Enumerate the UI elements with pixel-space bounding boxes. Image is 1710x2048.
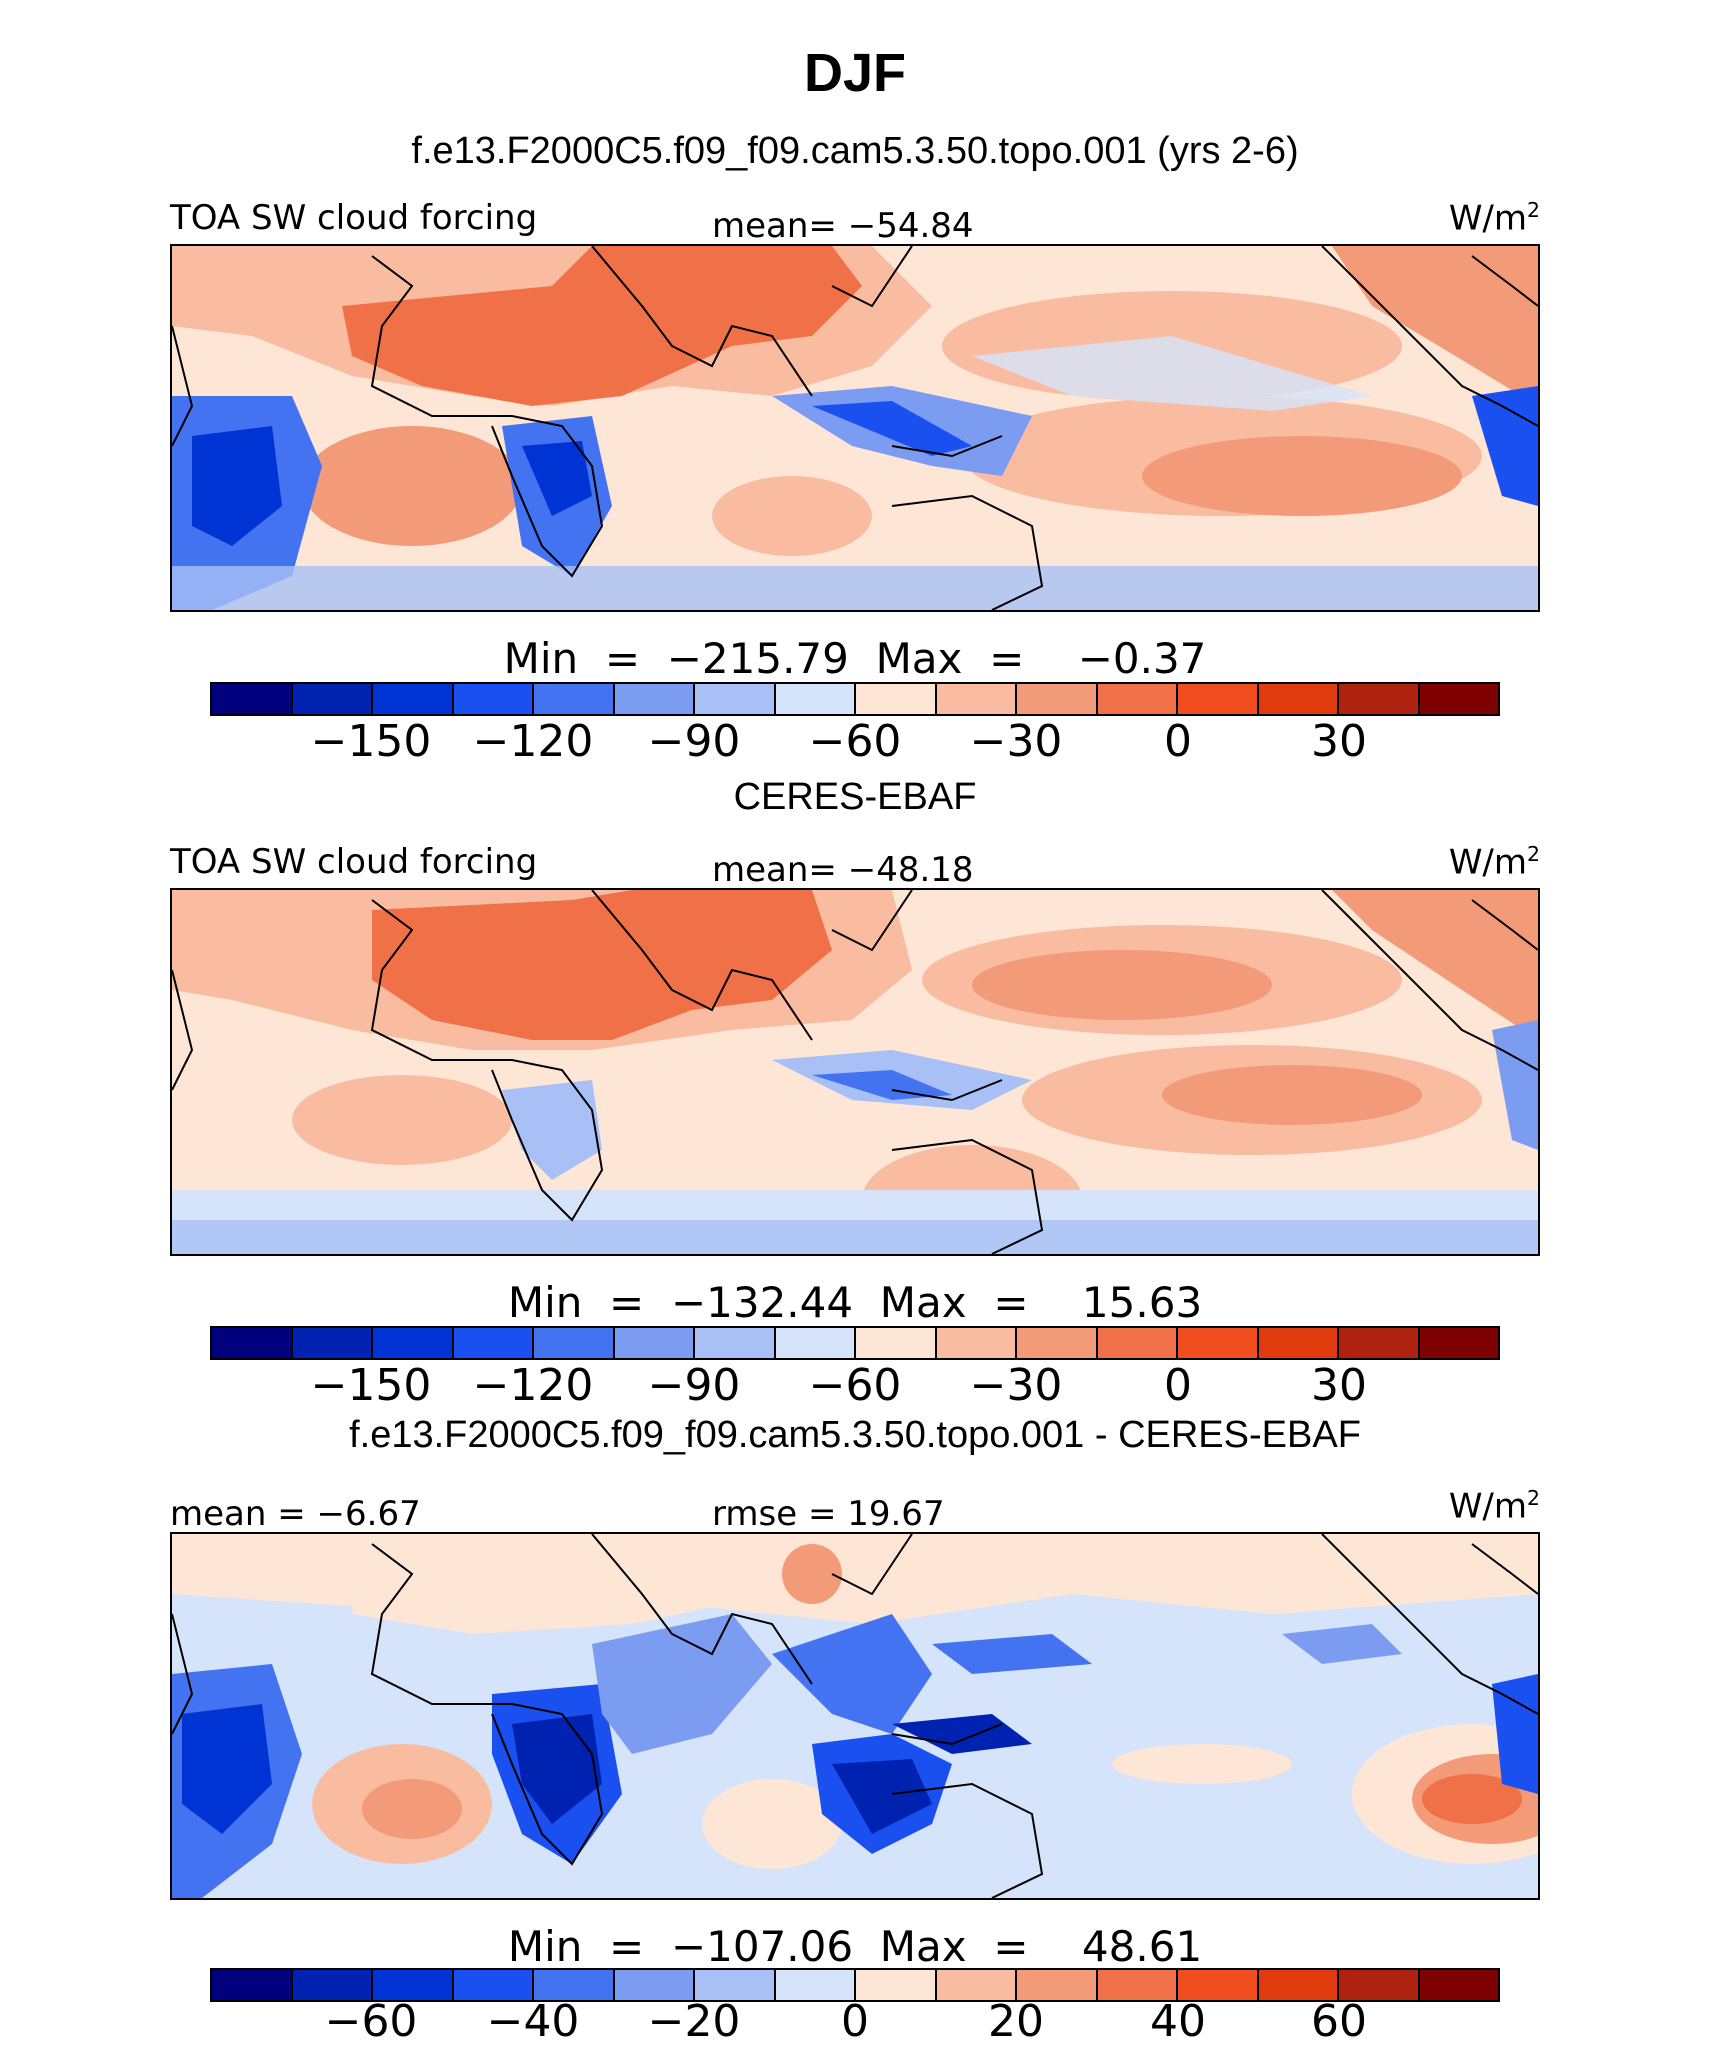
colorbar-cell [534,1970,615,2000]
panel-1-title: f.e13.F2000C5.f09_f09.cam5.3.50.topo.001… [411,130,1299,172]
colorbar-cell [1017,1970,1098,2000]
colorbar-cell [212,1328,293,1358]
panel-3-map [170,1532,1540,1900]
colorbar-cell [614,1328,695,1358]
colorbar-cell [292,684,373,714]
panel-2-colorbar [210,1326,1500,1360]
colorbar-cell [936,1328,1017,1358]
colorbar-cell [936,684,1017,714]
colorbar-cell [1339,1970,1420,2000]
colorbar-tick-label: −90 [647,716,741,767]
colorbar-cell [856,684,937,714]
panel-1-minmax: Min = −215.79 Max = −0.37 [503,634,1207,683]
colorbar-cell [534,1328,615,1358]
colorbar-tick-label: 0 [1164,716,1192,767]
colorbar-cell [775,1970,856,2000]
colorbar-tick-label: −120 [472,716,594,767]
colorbar-cell [695,1970,776,2000]
panel-2-variable-label: TOA SW cloud forcing [170,842,538,882]
colorbar-cell [1258,684,1339,714]
panel-1-mean-label: mean= −54.84 [712,206,974,246]
colorbar-tick-label: 0 [841,1996,869,2047]
panel-1-colorbar [210,682,1500,716]
colorbar-cell [614,1970,695,2000]
colorbar-tick-label: −20 [647,1996,741,2047]
colorbar-cell [292,1328,373,1358]
panel-3-rmse-label: rmse = 19.67 [712,1494,945,1534]
panel-3-mean-label: mean = −6.67 [170,1494,421,1534]
colorbar-cell [695,1328,776,1358]
colorbar-cell [856,1970,937,2000]
colorbar-tick-label: −150 [310,1360,432,1411]
colorbar-cell [453,1328,534,1358]
panel-2-units: W/m2 [1448,842,1540,883]
colorbar-cell [1419,684,1498,714]
panel-2-map-svg [172,890,1538,1254]
page-title: DJF [803,43,906,103]
colorbar-cell [1258,1328,1339,1358]
colorbar-cell [614,684,695,714]
colorbar-cell [453,684,534,714]
colorbar-cell [212,684,293,714]
colorbar-tick-label: 40 [1150,1996,1206,2047]
colorbar-tick-label: −30 [969,1360,1063,1411]
colorbar-cell [1178,684,1259,714]
colorbar-tick-label: −30 [969,716,1063,767]
panel-3-colorbar [210,1968,1500,2002]
panel-3-minmax: Min = −107.06 Max = 48.61 [507,1922,1203,1971]
colorbar-tick-label: 60 [1311,1996,1367,2047]
colorbar-cell [1339,1328,1420,1358]
colorbar-tick-label: −60 [808,716,902,767]
colorbar-cell [1097,1970,1178,2000]
colorbar-cell [453,1970,534,2000]
panel-1-map-svg [172,246,1538,610]
colorbar-cell [373,1328,454,1358]
colorbar-cell [695,684,776,714]
colorbar-cell [1339,684,1420,714]
colorbar-tick-label: 30 [1311,1360,1367,1411]
colorbar-cell [1419,1328,1498,1358]
colorbar-cell [1097,1328,1178,1358]
colorbar-cell [856,1328,937,1358]
colorbar-cell [373,684,454,714]
colorbar-cell [1258,1970,1339,2000]
colorbar-tick-label: −120 [472,1360,594,1411]
panel-2-title: CERES-EBAF [733,776,977,818]
panel-2-map [170,888,1540,1256]
colorbar-cell [1178,1970,1259,2000]
colorbar-cell [1178,1328,1259,1358]
colorbar-tick-label: 20 [988,1996,1044,2047]
colorbar-cell [373,1970,454,2000]
panel-3-units: W/m2 [1448,1486,1540,1527]
colorbar-cell [936,1970,1017,2000]
panel-1-map [170,244,1540,612]
colorbar-cell [534,684,615,714]
colorbar-tick-label: −40 [486,1996,580,2047]
panel-1-variable-label: TOA SW cloud forcing [170,198,538,238]
panel-3-title: f.e13.F2000C5.f09_f09.cam5.3.50.topo.001… [349,1414,1361,1456]
colorbar-cell [1419,1970,1498,2000]
colorbar-tick-label: 0 [1164,1360,1192,1411]
colorbar-tick-label: −60 [808,1360,902,1411]
panel-3-colorbar-ticks: −60 −40 −20 0 20 40 60 [0,1996,1710,2048]
colorbar-cell [775,684,856,714]
panel-2-mean-label: mean= −48.18 [712,850,974,890]
colorbar-cell [212,1970,293,2000]
colorbar-tick-label: 30 [1311,716,1367,767]
colorbar-cell [1017,1328,1098,1358]
colorbar-cell [775,1328,856,1358]
panel-1-colorbar-ticks: −150 −120 −90 −60 −30 0 30 [0,716,1710,776]
colorbar-cell [292,1970,373,2000]
colorbar-cell [1097,684,1178,714]
panel-2-colorbar-ticks: −150 −120 −90 −60 −30 0 30 [0,1360,1710,1420]
colorbar-cell [1017,684,1098,714]
panel-3-map-svg [172,1534,1538,1898]
colorbar-tick-label: −60 [324,1996,418,2047]
colorbar-tick-label: −150 [310,716,432,767]
colorbar-tick-label: −90 [647,1360,741,1411]
panel-1-units: W/m2 [1448,198,1540,239]
panel-2-minmax: Min = −132.44 Max = 15.63 [507,1278,1203,1327]
